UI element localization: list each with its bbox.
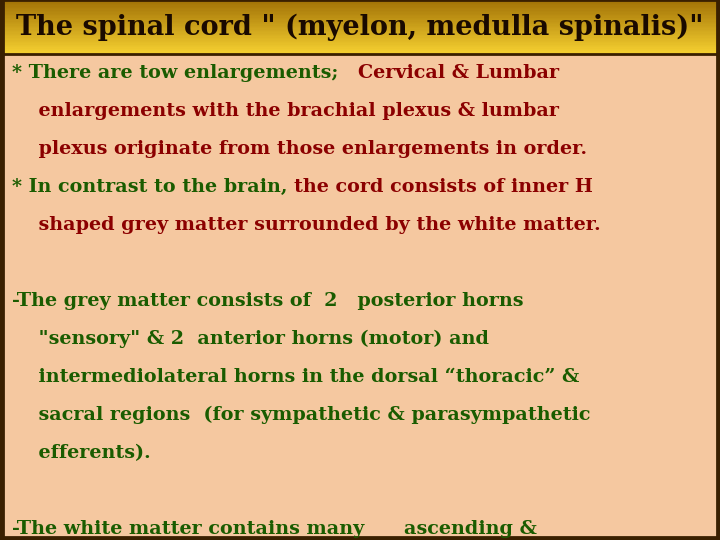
- Bar: [3, 6, 717, 8]
- Bar: [3, 0, 717, 2]
- Text: The spinal cord " (myelon, medulla spinalis)": The spinal cord " (myelon, medulla spina…: [17, 14, 703, 40]
- Bar: [3, 21, 717, 23]
- Bar: [3, 52, 717, 54]
- Bar: [3, 9, 717, 11]
- Bar: [3, 15, 717, 16]
- Text: -The white matter contains many      ascending &: -The white matter contains many ascendin…: [12, 520, 537, 538]
- Bar: [3, 4, 717, 5]
- Text: "sensory" & 2  anterior horns (motor) and: "sensory" & 2 anterior horns (motor) and: [12, 330, 489, 348]
- Bar: [3, 13, 717, 15]
- Bar: [3, 48, 717, 50]
- Bar: [3, 33, 717, 35]
- Bar: [3, 36, 717, 38]
- Text: * There are tow enlargements;: * There are tow enlargements;: [12, 64, 359, 82]
- Text: plexus originate from those enlargements in order.: plexus originate from those enlargements…: [12, 140, 587, 158]
- Text: -The grey matter consists of  2   posterior horns: -The grey matter consists of 2 posterior…: [12, 292, 523, 310]
- Bar: [3, 43, 717, 45]
- Text: Cervical & Lumbar: Cervical & Lumbar: [359, 64, 559, 82]
- Bar: [3, 35, 717, 36]
- Bar: [3, 40, 717, 42]
- Bar: [3, 39, 717, 40]
- Bar: [3, 37, 717, 39]
- Bar: [3, 24, 717, 25]
- Text: efferents).: efferents).: [12, 444, 150, 462]
- Text: * In contrast to the brain,: * In contrast to the brain,: [12, 178, 294, 196]
- Bar: [3, 51, 717, 52]
- Bar: [3, 44, 717, 46]
- Bar: [3, 29, 717, 31]
- Bar: [3, 20, 717, 22]
- Bar: [3, 26, 717, 28]
- Text: sacral regions  (for sympathetic & parasympathetic: sacral regions (for sympathetic & parasy…: [12, 406, 590, 424]
- Text: shaped grey matter surrounded by the white matter.: shaped grey matter surrounded by the whi…: [12, 216, 600, 234]
- Bar: [3, 1, 717, 3]
- Bar: [3, 5, 717, 6]
- Bar: [3, 54, 717, 537]
- Text: the cord consists of inner H: the cord consists of inner H: [294, 178, 593, 196]
- Bar: [3, 10, 717, 12]
- Bar: [3, 17, 717, 19]
- Bar: [3, 18, 717, 20]
- Bar: [3, 31, 717, 32]
- Bar: [3, 25, 717, 27]
- Bar: [3, 32, 717, 33]
- Bar: [3, 50, 717, 51]
- Bar: [3, 42, 717, 43]
- Bar: [3, 28, 717, 30]
- Bar: [3, 23, 717, 24]
- Text: enlargements with the brachial plexus & lumbar: enlargements with the brachial plexus & …: [12, 102, 559, 120]
- Bar: [3, 45, 717, 47]
- Bar: [3, 16, 717, 17]
- Bar: [3, 8, 717, 10]
- Text: intermediolateral horns in the dorsal “thoracic” &: intermediolateral horns in the dorsal “t…: [12, 368, 580, 386]
- Bar: [3, 12, 717, 14]
- Bar: [3, 47, 717, 49]
- Bar: [3, 2, 717, 4]
